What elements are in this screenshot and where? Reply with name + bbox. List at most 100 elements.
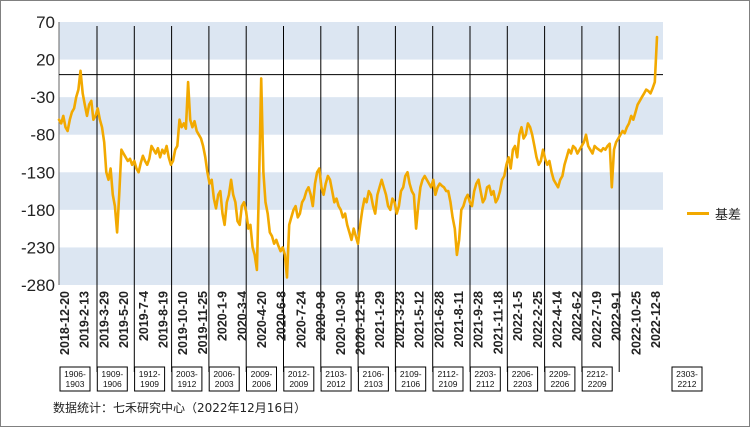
contract-box-frame-12 — [507, 366, 539, 392]
contract-label-back-8: 2103 — [364, 379, 383, 389]
contract-label-boxes: 1906-19031909-19061912-19092003-19122006… — [59, 366, 703, 392]
contract-box-2: 1912-1909 — [134, 366, 166, 392]
x-tick-label-5: 2019-8-19 — [157, 291, 171, 348]
x-tick-label-18: 2021-5-12 — [413, 291, 427, 348]
x-tick-label-16: 2021-1-29 — [373, 291, 387, 348]
contract-label-front-14: 2212- — [586, 369, 608, 379]
contract-label-front-12: 2206- — [512, 369, 534, 379]
contract-box-frame-13 — [544, 366, 576, 392]
contract-label-back-15: 2212 — [678, 379, 697, 389]
contract-box-frame-7 — [320, 366, 352, 392]
x-tick-label-11: 2020-6-8 — [275, 291, 289, 341]
contract-box-6: 2012-2009 — [283, 366, 315, 392]
contract-box-frame-3 — [171, 366, 203, 392]
contract-label-back-4: 2003 — [215, 379, 234, 389]
contract-label-front-0: 1906- — [64, 369, 86, 379]
source-note: 数据统计：七禾研究中心（2022年12月16日） — [53, 401, 307, 415]
x-tick-label-4: 2019-7-4 — [137, 291, 151, 341]
x-tick-label-15: 2020-12-15 — [354, 291, 368, 355]
contract-box-12: 2206-2203 — [507, 366, 539, 392]
x-tick-label-3: 2019-5-20 — [117, 291, 131, 348]
contract-box-frame-11 — [469, 366, 501, 392]
contract-label-front-3: 2003- — [176, 369, 198, 379]
x-tick-label-7: 2019-11-25 — [196, 291, 210, 354]
contract-box-7: 2103-2012 — [320, 366, 352, 392]
y-tick-label-6: -230 — [21, 238, 55, 257]
x-axis-tick-labels: 2018-12-20 2019-2-13 2019-3-29 2019-5-20 201… — [58, 291, 663, 355]
y-axis-tick-labels: 70 20 -30 -80 -130 -180 -230 -280 — [21, 13, 55, 295]
contract-label-back-2: 1909 — [140, 379, 159, 389]
contract-box-frame-10 — [432, 366, 464, 392]
contract-box-13: 2209-2206 — [544, 366, 576, 392]
x-tick-label-9: 2020-3-4 — [235, 291, 249, 341]
contract-label-back-5: 2006 — [252, 379, 271, 389]
x-tick-label-2: 2019-3-29 — [97, 291, 111, 348]
band-0 — [59, 22, 663, 60]
x-tick-label-21: 2021-9-28 — [472, 291, 486, 348]
contract-box-10: 2112-2109 — [432, 366, 464, 392]
contract-box-15: 2303-2212 — [671, 366, 703, 392]
contract-box-frame-1 — [96, 366, 128, 392]
band-3 — [59, 247, 663, 285]
contract-label-front-8: 2106- — [363, 369, 385, 379]
x-tick-label-27: 2022-7-19 — [590, 291, 604, 348]
x-tick-label-22: 2021-11-18 — [491, 291, 505, 354]
y-tick-label-4: -130 — [21, 163, 55, 182]
contract-label-back-12: 2203 — [513, 379, 532, 389]
contract-label-back-6: 2009 — [289, 379, 308, 389]
contract-label-front-7: 2103- — [325, 369, 347, 379]
contract-box-14: 2212-2209 — [581, 366, 613, 392]
x-tick-label-17: 2021-3-23 — [393, 291, 407, 348]
contract-label-back-13: 2206 — [550, 379, 569, 389]
contract-box-5: 2009-2006 — [246, 366, 277, 392]
series-group — [57, 35, 659, 279]
x-tick-label-12: 2020-7-24 — [294, 291, 308, 348]
contract-box-frame-9 — [395, 366, 427, 392]
contract-box-frame-14 — [581, 366, 613, 392]
x-tick-label-0: 2018-12-20 — [58, 291, 72, 355]
legend-line-swatch — [687, 212, 709, 215]
y-tick-label-1: 20 — [36, 51, 55, 70]
legend-label: 基差 — [715, 208, 742, 223]
contract-label-front-5: 2009- — [251, 369, 273, 379]
x-tick-label-28: 2022-9-1 — [610, 291, 624, 341]
contract-box-frame-4 — [208, 366, 240, 392]
series-line-0 — [57, 35, 659, 279]
contract-box-0: 1906-1903 — [59, 366, 91, 392]
x-tick-label-20: 2021-8-11 — [452, 291, 466, 347]
contract-label-back-9: 2106 — [401, 379, 420, 389]
contract-box-11: 2203-2112 — [469, 366, 501, 392]
contract-box-3: 2003-1912 — [171, 366, 203, 392]
contract-label-back-11: 2112 — [476, 379, 495, 389]
contract-label-back-1: 1906 — [103, 379, 122, 389]
contract-box-1: 1909-1906 — [96, 366, 128, 392]
x-tick-label-13: 2020-9-8 — [314, 291, 328, 341]
legend: 基差 — [687, 204, 741, 223]
contract-label-back-7: 2012 — [327, 379, 346, 389]
contract-label-back-3: 1912 — [177, 379, 196, 389]
contract-label-front-11: 2203- — [474, 369, 496, 379]
contract-label-back-14: 2209 — [588, 379, 607, 389]
band-group — [58, 22, 663, 285]
y-tick-label-2: -30 — [30, 88, 55, 107]
contract-box-frame-2 — [134, 366, 166, 392]
contract-label-back-0: 1903 — [66, 379, 85, 389]
x-tick-label-10: 2020-4-20 — [255, 291, 269, 348]
x-tick-label-24: 2022-2-25 — [531, 291, 545, 348]
contract-box-frame-15 — [671, 366, 703, 392]
contract-box-frame-0 — [59, 366, 91, 392]
contract-label-back-10: 2109 — [439, 379, 458, 389]
y-tick-label-3: -80 — [30, 126, 55, 145]
x-tick-label-1: 2019-2-13 — [78, 291, 92, 348]
band-1 — [59, 97, 663, 135]
contract-box-9: 2109-2106 — [395, 366, 427, 392]
contract-box-4: 2006-2003 — [208, 366, 240, 392]
x-tick-label-30: 2022-12-8 — [649, 291, 663, 348]
contract-box-frame-6 — [283, 366, 315, 392]
x-tick-label-8: 2020-1-9 — [216, 291, 230, 341]
x-tick-label-29: 2022-10-25 — [629, 291, 643, 355]
x-tick-label-14: 2020-10-30 — [334, 291, 348, 355]
contract-box-8: 2106-2103 — [357, 366, 389, 392]
